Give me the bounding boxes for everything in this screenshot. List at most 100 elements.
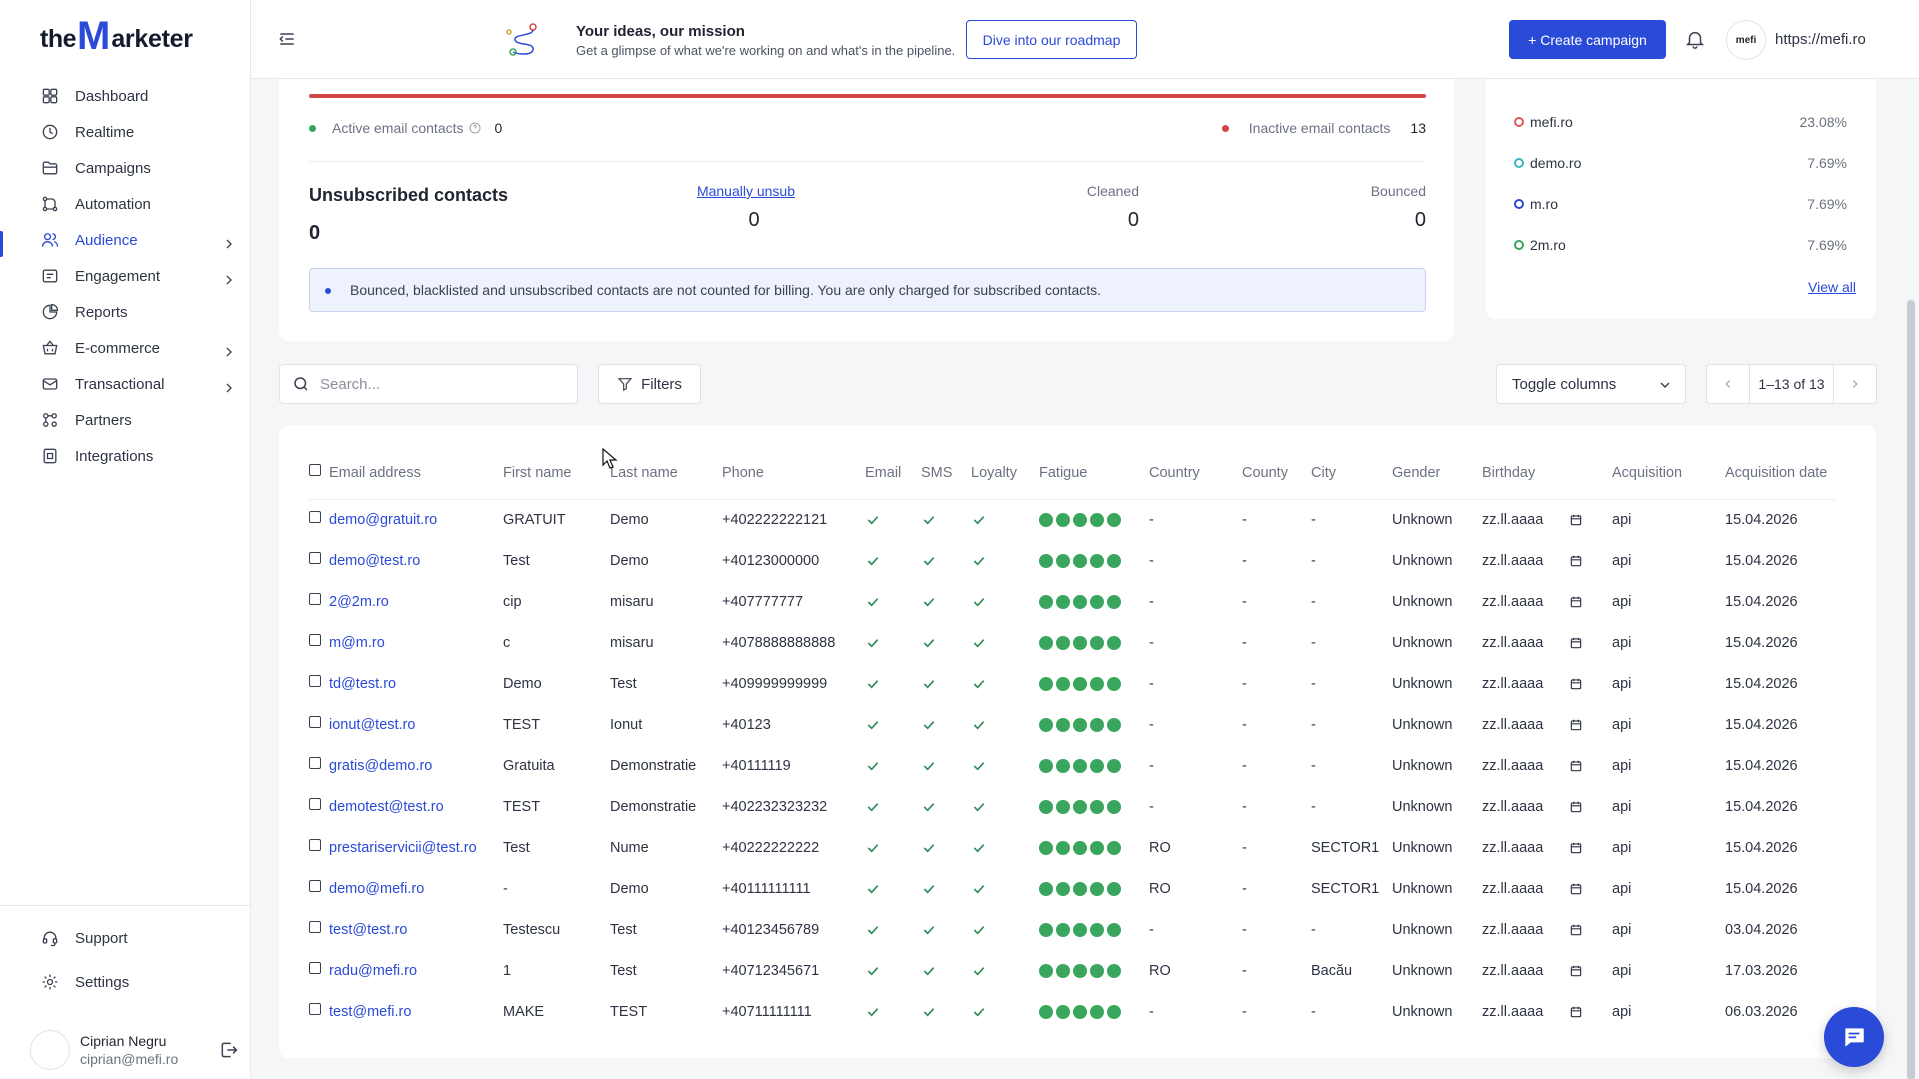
sidebar-item-integrations[interactable]: Integrations (0, 438, 251, 474)
column-header-sms[interactable]: SMS (921, 447, 971, 500)
filters-button[interactable]: Filters (598, 364, 701, 404)
row-checkbox[interactable] (309, 920, 321, 933)
calendar-icon[interactable] (1569, 595, 1583, 609)
email-link[interactable]: demo@test.ro (329, 552, 421, 569)
roadmap-button[interactable]: Dive into our roadmap (966, 20, 1137, 59)
birthday-value[interactable]: zz.ll.aaaa (1482, 552, 1544, 569)
table-row[interactable]: 2@2m.ro cip misaru +407777777 - - - Unknown zz.l… (309, 581, 1835, 622)
email-link[interactable]: demo@gratuit.ro (329, 511, 438, 528)
birthday-value[interactable]: zz.ll.aaaa (1482, 798, 1544, 815)
sidebar-item-support[interactable]: Support (0, 916, 251, 960)
birthday-value[interactable]: zz.ll.aaaa (1482, 880, 1544, 897)
email-link[interactable]: 2@2m.ro (329, 593, 389, 610)
table-row[interactable]: test@test.ro Testescu Test +40123456789 - - - U… (309, 909, 1835, 950)
chat-button[interactable] (1824, 1007, 1884, 1067)
search-input[interactable] (320, 375, 560, 393)
birthday-value[interactable]: zz.ll.aaaa (1482, 1003, 1544, 1020)
view-all-link[interactable]: View all (1808, 279, 1856, 295)
email-link[interactable]: ionut@test.ro (329, 716, 416, 733)
select-all-checkbox[interactable] (309, 463, 321, 476)
column-header-acquisition[interactable]: Acquisition (1612, 447, 1725, 500)
column-header-city[interactable]: City (1311, 447, 1392, 500)
sidebar-item-automation[interactable]: Automation (0, 186, 251, 222)
help-icon[interactable] (469, 122, 481, 134)
birthday-value[interactable]: zz.ll.aaaa (1482, 716, 1544, 733)
calendar-icon[interactable] (1569, 759, 1583, 773)
table-row[interactable]: demo@gratuit.ro GRATUIT Demo +402222222121 -… (309, 499, 1835, 540)
table-row[interactable]: demotest@test.ro TEST Demonstratie +4022323… (309, 786, 1835, 827)
calendar-icon[interactable] (1569, 677, 1583, 691)
calendar-icon[interactable] (1569, 882, 1583, 896)
sidebar-item-e-commerce[interactable]: E-commerce (0, 330, 251, 366)
column-header-last-name[interactable]: Last name (610, 447, 722, 500)
row-checkbox[interactable] (309, 592, 321, 605)
calendar-icon[interactable] (1569, 964, 1583, 978)
email-link[interactable]: demotest@test.ro (329, 798, 444, 815)
column-header-birthday[interactable]: Birthday (1482, 447, 1612, 500)
column-header-phone[interactable]: Phone (722, 447, 865, 500)
sidebar-item-campaigns[interactable]: Campaigns (0, 150, 251, 186)
create-campaign-button[interactable]: + Create campaign (1509, 20, 1666, 59)
birthday-value[interactable]: zz.ll.aaaa (1482, 757, 1544, 774)
calendar-icon[interactable] (1569, 554, 1583, 568)
email-link[interactable]: prestariservicii@test.ro (329, 839, 477, 856)
calendar-icon[interactable] (1569, 636, 1583, 650)
account-url[interactable]: https://mefi.ro (1775, 31, 1866, 48)
table-row[interactable]: demo@test.ro Test Demo +40123000000 - - - Unkno… (309, 540, 1835, 581)
column-header-loyalty[interactable]: Loyalty (971, 447, 1039, 500)
row-checkbox[interactable] (309, 715, 321, 728)
brand-logo[interactable]: the M arketer (40, 16, 193, 56)
account-logo[interactable]: mefi (1726, 20, 1766, 60)
logout-icon[interactable] (219, 1040, 239, 1060)
column-header-acquisition-date[interactable]: Acquisition date (1725, 447, 1835, 500)
row-checkbox[interactable] (309, 838, 321, 851)
birthday-value[interactable]: zz.ll.aaaa (1482, 921, 1544, 938)
row-checkbox[interactable] (309, 1002, 321, 1015)
sidebar-item-settings[interactable]: Settings (0, 960, 251, 1004)
row-checkbox[interactable] (309, 674, 321, 687)
birthday-value[interactable]: zz.ll.aaaa (1482, 962, 1544, 979)
sidebar-item-engagement[interactable]: Engagement (0, 258, 251, 294)
row-checkbox[interactable] (309, 633, 321, 646)
sidebar-item-realtime[interactable]: Realtime (0, 114, 251, 150)
row-checkbox[interactable] (309, 510, 321, 523)
birthday-value[interactable]: zz.ll.aaaa (1482, 675, 1544, 692)
row-checkbox[interactable] (309, 961, 321, 974)
collapse-sidebar-icon[interactable] (277, 29, 297, 49)
birthday-value[interactable]: zz.ll.aaaa (1482, 511, 1544, 528)
calendar-icon[interactable] (1569, 513, 1583, 527)
column-header-country[interactable]: Country (1149, 447, 1242, 500)
sidebar-item-dashboard[interactable]: Dashboard (0, 78, 251, 114)
calendar-icon[interactable] (1569, 923, 1583, 937)
calendar-icon[interactable] (1569, 1005, 1583, 1019)
next-page-button[interactable] (1834, 365, 1876, 403)
email-link[interactable]: demo@mefi.ro (329, 880, 425, 897)
page-scrollbar[interactable] (1907, 300, 1915, 1079)
column-header-county[interactable]: County (1242, 447, 1311, 500)
table-row[interactable]: ionut@test.ro TEST Ionut +40123 - - - Unknown zz… (309, 704, 1835, 745)
table-row[interactable]: demo@mefi.ro - Demo +40111111111 RO - SECTOR1 U… (309, 868, 1835, 909)
calendar-icon[interactable] (1569, 718, 1583, 732)
row-checkbox[interactable] (309, 551, 321, 564)
column-header-email[interactable]: Email (865, 447, 921, 500)
table-row[interactable]: gratis@demo.ro Gratuita Demonstratie +40111… (309, 745, 1835, 786)
birthday-value[interactable]: zz.ll.aaaa (1482, 634, 1544, 651)
email-link[interactable]: td@test.ro (329, 675, 397, 692)
manually-unsub-link[interactable]: Manually unsub (696, 183, 795, 199)
email-link[interactable]: test@mefi.ro (329, 1003, 412, 1020)
email-link[interactable]: m@m.ro (329, 634, 385, 651)
table-row[interactable]: prestariservicii@test.ro Test Nume +4022222… (309, 827, 1835, 868)
email-link[interactable]: radu@mefi.ro (329, 962, 418, 979)
column-header-fatigue[interactable]: Fatigue (1039, 447, 1149, 500)
sidebar-item-partners[interactable]: Partners (0, 402, 251, 438)
column-header-email-address[interactable]: Email address (329, 447, 503, 500)
email-link[interactable]: gratis@demo.ro (329, 757, 433, 774)
row-checkbox[interactable] (309, 797, 321, 810)
table-row[interactable]: td@test.ro Demo Test +409999999999 - - - Unknow… (309, 663, 1835, 704)
row-checkbox[interactable] (309, 756, 321, 769)
calendar-icon[interactable] (1569, 800, 1583, 814)
table-row[interactable]: test@mefi.ro MAKE TEST +40711111111 - - - Unkno… (309, 991, 1835, 1032)
calendar-icon[interactable] (1569, 841, 1583, 855)
birthday-value[interactable]: zz.ll.aaaa (1482, 839, 1544, 856)
sidebar-item-transactional[interactable]: Transactional (0, 366, 251, 402)
